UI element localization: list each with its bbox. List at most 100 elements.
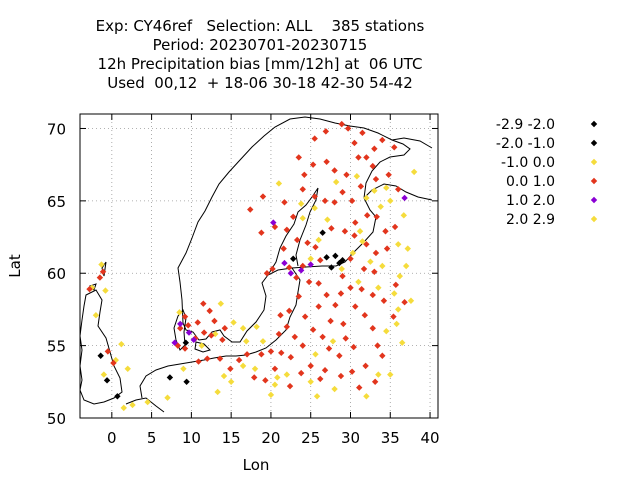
point-series-3-98 bbox=[184, 322, 192, 329]
point-series-3-54 bbox=[374, 342, 381, 349]
point-series-5-8 bbox=[353, 173, 361, 180]
point-series-0-1 bbox=[332, 252, 339, 260]
y-tick-label-1: 55 bbox=[47, 338, 66, 356]
point-series-3-81 bbox=[297, 369, 305, 377]
x-tick-label-5: 25 bbox=[301, 429, 320, 447]
point-series-3-134 bbox=[363, 154, 370, 161]
point-series-4-9 bbox=[401, 194, 408, 202]
point-series-3-77 bbox=[348, 368, 356, 375]
point-series-1-3 bbox=[336, 259, 343, 267]
point-series-3-32 bbox=[341, 228, 349, 235]
point-series-2-7 bbox=[315, 236, 322, 244]
legend-label-0: -2.9 -2.0 bbox=[496, 117, 555, 133]
point-series-3-87 bbox=[235, 356, 243, 364]
point-series-3-5 bbox=[295, 154, 302, 161]
point-series-3-65 bbox=[327, 317, 334, 325]
point-series-3-132 bbox=[290, 213, 297, 220]
point-series-3-49 bbox=[369, 291, 376, 299]
point-series-3-21 bbox=[311, 193, 318, 200]
point-series-3-104 bbox=[181, 313, 189, 320]
point-series-3-91 bbox=[195, 358, 202, 365]
x-tick-label-6: 30 bbox=[341, 429, 360, 447]
point-series-3-8 bbox=[323, 158, 330, 165]
point-series-2-36 bbox=[212, 330, 219, 338]
x-axis-label: Lon bbox=[243, 456, 270, 474]
x-tick-label-1: 5 bbox=[147, 429, 157, 447]
point-series-5-10 bbox=[400, 212, 407, 219]
point-series-2-17 bbox=[307, 378, 314, 386]
point-series-3-30 bbox=[391, 223, 399, 231]
point-series-2-3 bbox=[363, 194, 370, 202]
point-series-3-28 bbox=[373, 213, 380, 220]
point-series-3-100 bbox=[219, 336, 226, 344]
point-series-3-63 bbox=[277, 312, 284, 319]
data-points bbox=[86, 120, 418, 412]
point-series-3-1 bbox=[344, 125, 352, 132]
point-series-2-41 bbox=[349, 249, 357, 257]
point-series-3-121 bbox=[251, 374, 258, 381]
point-series-2-47 bbox=[267, 391, 275, 399]
point-series-3-82 bbox=[287, 354, 295, 361]
point-series-2-29 bbox=[92, 312, 100, 319]
point-series-3-24 bbox=[339, 188, 346, 196]
point-series-5-0 bbox=[102, 287, 109, 294]
legend-marker-2 bbox=[590, 158, 598, 166]
y-tick-label-2: 60 bbox=[47, 265, 66, 283]
point-series-3-20 bbox=[299, 186, 306, 193]
point-series-3-74 bbox=[350, 343, 357, 351]
point-series-5-21 bbox=[329, 338, 337, 345]
point-series-5-1 bbox=[118, 340, 125, 348]
point-series-3-55 bbox=[379, 352, 386, 359]
point-series-2-28 bbox=[120, 404, 127, 412]
point-series-3-47 bbox=[347, 284, 354, 291]
point-series-2-27 bbox=[129, 401, 136, 409]
point-series-2-9 bbox=[307, 255, 314, 262]
point-series-3-108 bbox=[99, 268, 107, 275]
point-series-4-4 bbox=[270, 219, 277, 226]
point-series-3-59 bbox=[315, 280, 322, 287]
point-series-3-107 bbox=[86, 285, 93, 293]
axis-ticks: 0 5 10 15 20 25 30 35 40 50 55 60 65 70 bbox=[47, 114, 440, 447]
point-series-3-103 bbox=[206, 307, 213, 315]
point-series-3-110 bbox=[104, 348, 112, 355]
point-series-3-14 bbox=[391, 144, 398, 151]
point-series-3-92 bbox=[181, 345, 189, 352]
point-series-3-25 bbox=[348, 197, 356, 205]
legend-marker-1 bbox=[590, 139, 598, 147]
point-series-3-57 bbox=[332, 301, 339, 309]
point-series-1-9 bbox=[183, 378, 190, 386]
point-series-3-86 bbox=[243, 351, 251, 358]
point-series-2-42 bbox=[355, 278, 362, 286]
point-series-3-68 bbox=[299, 342, 306, 349]
point-series-2-30 bbox=[98, 261, 105, 268]
point-series-3-43 bbox=[286, 264, 293, 271]
point-series-3-16 bbox=[357, 183, 365, 190]
point-series-3-6 bbox=[301, 171, 308, 178]
point-series-3-40 bbox=[312, 243, 319, 251]
point-series-2-6 bbox=[311, 204, 318, 212]
point-series-2-13 bbox=[399, 339, 406, 346]
point-series-3-124 bbox=[356, 384, 363, 391]
point-series-3-17 bbox=[372, 175, 380, 183]
point-series-1-4 bbox=[182, 339, 190, 346]
point-series-3-38 bbox=[293, 236, 301, 244]
point-series-3-62 bbox=[286, 307, 293, 315]
point-series-2-33 bbox=[100, 371, 108, 378]
point-series-3-67 bbox=[319, 333, 326, 341]
point-series-3-96 bbox=[208, 332, 215, 339]
point-series-5-6 bbox=[297, 200, 305, 207]
point-series-3-120 bbox=[262, 377, 269, 384]
point-series-4-0 bbox=[287, 270, 295, 277]
point-series-3-37 bbox=[283, 226, 291, 234]
point-series-3-29 bbox=[382, 228, 389, 235]
point-series-2-40 bbox=[402, 262, 410, 270]
point-series-2-4 bbox=[395, 241, 402, 248]
point-series-3-73 bbox=[336, 352, 343, 359]
point-series-3-85 bbox=[258, 351, 265, 358]
point-series-3-135 bbox=[351, 139, 358, 147]
point-series-2-43 bbox=[375, 284, 382, 291]
point-series-3-10 bbox=[343, 171, 350, 178]
point-series-3-89 bbox=[216, 355, 224, 362]
point-series-5-5 bbox=[275, 180, 283, 187]
